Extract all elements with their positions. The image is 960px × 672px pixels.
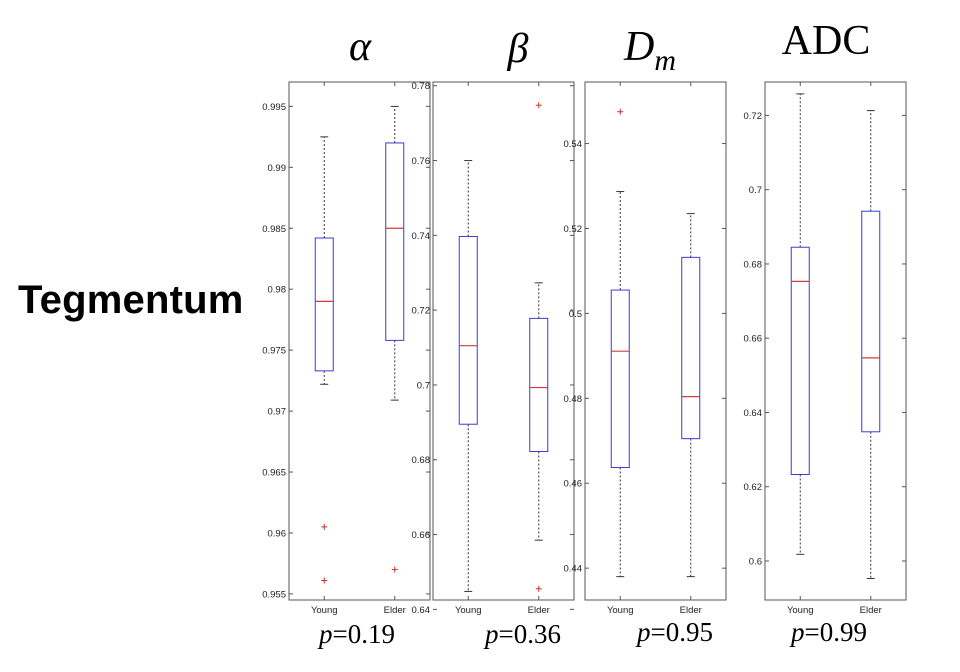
panel-1: α 0.955 0.96 0.965 0.97 0.975 0.98 0.985 0.99 0.9… [262, 24, 431, 649]
iqr-box [385, 142, 405, 341]
y-tick-label: 0.48 [564, 394, 583, 405]
box-elder [861, 110, 881, 579]
row-label-tegmentum: Tegmentum [18, 278, 244, 322]
y-tick-label: 0.97 [268, 407, 287, 418]
y-tick-label: 0.66 [412, 530, 431, 541]
y-tick-label: 0.995 [262, 102, 286, 113]
p-value-number: =0.99 [805, 617, 867, 647]
y-tick-label: 0.46 [564, 479, 583, 490]
p-value-number: =0.95 [651, 617, 713, 647]
y-tick-label: 0.5 [569, 309, 582, 320]
outlier-marker [535, 102, 542, 109]
category-label-elder: Elder [860, 605, 882, 616]
axes-frame [584, 81, 727, 601]
p-symbol: p [483, 619, 499, 649]
category-label-young: Young [787, 605, 814, 616]
outlier-marker [321, 523, 328, 530]
category-label-elder: Elder [680, 605, 702, 616]
y-tick-label: 0.64 [412, 605, 431, 616]
panel-2: β 0.64 0.66 0.68 0.7 0.72 0.74 0.76 0.78 Young Eld… [412, 26, 575, 649]
panel-title: ADC [782, 18, 871, 64]
p-value-number: =0.36 [499, 619, 561, 649]
p-value: p=0.36 [483, 619, 561, 649]
box-young [458, 160, 478, 592]
y-tick-label: 0.62 [744, 482, 763, 493]
y-tick-label: 0.96 [268, 528, 287, 539]
outlier-marker [321, 577, 328, 584]
box-elder [385, 105, 405, 573]
panel-title-text: β [507, 26, 529, 72]
y-tick-label: 0.955 [262, 589, 286, 600]
y-tick-label: 0.52 [564, 224, 583, 235]
iqr-box [610, 289, 630, 469]
y-tick-label: 0.99 [268, 163, 287, 174]
y-tick-label: 0.72 [744, 111, 763, 122]
p-symbol: p [635, 617, 651, 647]
panel-title: β [507, 26, 529, 72]
y-tick-label: 0.7 [749, 185, 762, 196]
y-tick-label: 0.64 [744, 408, 763, 419]
iqr-box [314, 237, 334, 372]
panel-title: α [349, 24, 372, 70]
y-tick-label: 0.6 [749, 557, 762, 568]
y-tick-label: 0.7 [417, 380, 430, 391]
p-value-number: =0.19 [333, 619, 395, 649]
y-tick-label: 0.66 [744, 334, 763, 345]
axes-frame [432, 81, 575, 601]
y-tick-label: 0.68 [412, 455, 431, 466]
box-young [790, 93, 810, 555]
iqr-box [529, 317, 549, 453]
panel-title-text: D [623, 24, 654, 70]
y-tick-label: 0.98 [268, 285, 287, 296]
y-tick-label: 0.76 [412, 156, 431, 167]
panel-title-subscript: m [654, 44, 676, 77]
p-value: p=0.95 [635, 617, 713, 647]
p-symbol: p [317, 619, 333, 649]
box-elder [529, 102, 549, 592]
panel-title-text: ADC [782, 18, 871, 64]
y-tick-label: 0.54 [564, 139, 583, 150]
y-tick-label: 0.965 [262, 468, 286, 479]
category-label-elder: Elder [384, 605, 406, 616]
iqr-box [861, 210, 881, 433]
category-label-young: Young [311, 605, 338, 616]
outlier-marker [391, 566, 398, 573]
axes-frame [288, 81, 431, 601]
box-young [314, 136, 334, 584]
axes-frame [764, 81, 907, 601]
y-tick-label: 0.975 [262, 346, 286, 357]
iqr-box [681, 256, 701, 440]
p-value: p=0.99 [789, 617, 867, 647]
box-young [610, 108, 630, 578]
outlier-marker [617, 108, 624, 115]
y-tick-label: 0.985 [262, 224, 286, 235]
y-tick-label: 0.72 [412, 306, 431, 317]
category-label-young: Young [455, 605, 482, 616]
box-elder [681, 213, 701, 578]
category-label-young: Young [607, 605, 634, 616]
panel-title-text: α [349, 24, 372, 70]
y-tick-label: 0.78 [412, 81, 431, 92]
iqr-box [790, 246, 810, 475]
iqr-box [458, 235, 478, 425]
y-tick-label: 0.74 [412, 231, 431, 242]
p-value: p=0.19 [317, 619, 395, 649]
y-tick-label: 0.44 [564, 564, 583, 575]
outlier-marker [535, 585, 542, 592]
p-symbol: p [789, 617, 805, 647]
y-tick-label: 0.68 [744, 259, 763, 270]
category-label-elder: Elder [528, 605, 550, 616]
panel-title: Dm [623, 24, 676, 77]
